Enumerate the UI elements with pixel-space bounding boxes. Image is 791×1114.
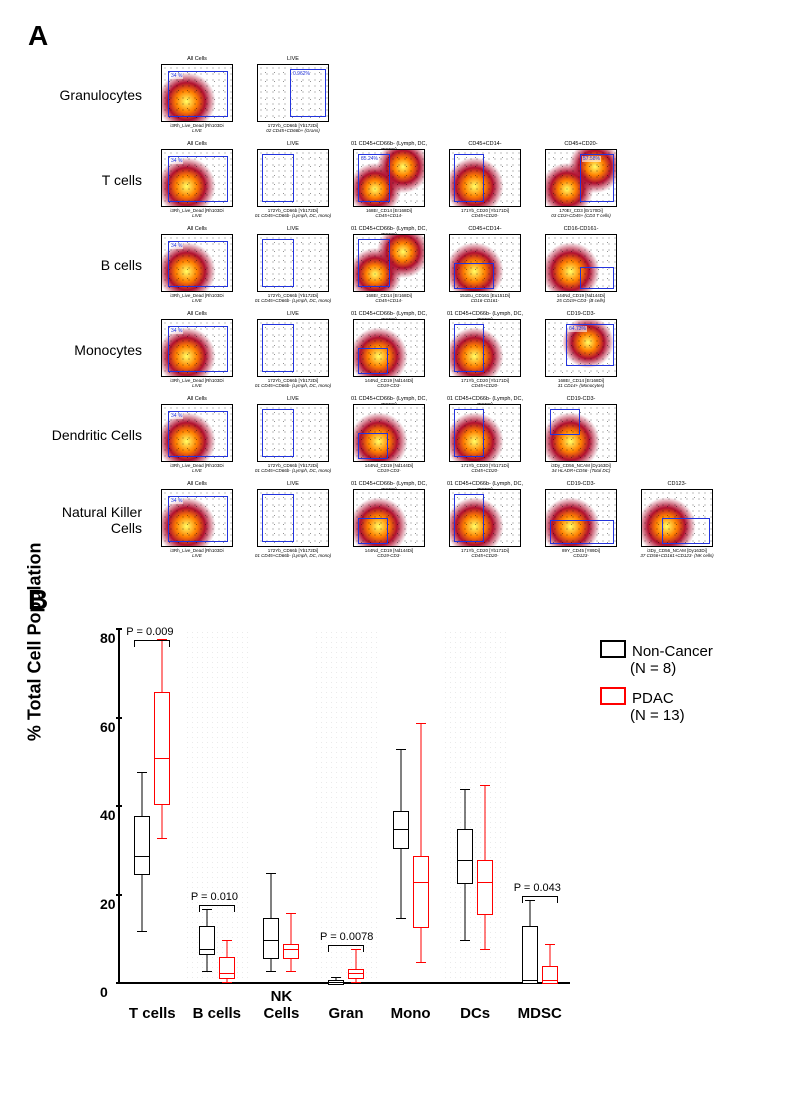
panel-a-label: A [28, 20, 771, 52]
gating-plot: CD19-CD3-173Yb_HLA-DR [Yb173Di]i3Dy_CD56… [538, 396, 624, 473]
gating-plot: 01 CD45+CD66b- (Lymph, DC, mono)89Y_CD45… [442, 481, 528, 558]
gating-plot: All Cells34 %89Y_CD45 [Y89Di]i3Rh_Live_D… [154, 481, 240, 558]
gating-plot: LIVE89Y_CD45 [Y89Di]172Yb_CD66b [Yb172Di… [250, 396, 336, 473]
row-label: T cells [30, 172, 150, 188]
gating-plot: LIVE89Y_CD45 [Y89Di]172Yb_CD66b [Yb172Di… [250, 141, 336, 218]
p-value: P = 0.0078 [320, 931, 373, 943]
x-tick-label: Mono [391, 1005, 431, 1022]
gating-plot: CD45+CD14-148Nd_CD16 [Nd148Di]151Eu_CD16… [442, 226, 528, 303]
gating-plot: 01 CD45+CD66b- (Lymph, DC, mono)170Er_CD… [346, 311, 432, 388]
y-tick: 80 [100, 630, 116, 646]
row-label: B cells [30, 257, 150, 273]
x-tick-label: DCs [460, 1005, 490, 1022]
y-tick: 20 [100, 896, 116, 912]
gating-plot: CD19-CD3-64.73%209Bi_CD11b [Bi209Di]168E… [538, 311, 624, 388]
row-label: Dendritic Cells [30, 427, 150, 443]
legend: Non-Cancer(N = 8) PDAC(N = 13) [600, 640, 713, 734]
gating-plot: CD45+CD14-89Y_CD45 [Y89Di]171Yb_CD20 [Yb… [442, 141, 528, 218]
gating-plot: 01 CD45+CD66b- (Lymph, DC, mono)89Y_CD45… [442, 311, 528, 388]
gating-plot: LIVE0.962%89Y_CD45 [Y89Di]172Yb_CD66b [Y… [250, 56, 336, 133]
row-label: Natural Killer Cells [30, 504, 150, 536]
gating-plot: All Cells34 %89Y_CD45 [Y89Di]i3Rh_Live_D… [154, 396, 240, 473]
legend-item: Non-Cancer(N = 8) [600, 640, 713, 677]
panel-b-chart: % Total Cell Population P = 0.009T cells… [60, 620, 580, 1040]
p-value: P = 0.009 [126, 626, 173, 638]
plot-area: P = 0.009T cellsP = 0.010B cellsNKCellsP… [118, 630, 570, 984]
gating-plot: CD123-151Eu_CD161 [Eu151Di]i3Dy_CD56_NCA… [634, 481, 720, 558]
gating-plot: CD45+CD20-57.58%89Y_CD45 [Y89Di]170Er_CD… [538, 141, 624, 218]
row-label: Granulocytes [30, 87, 150, 103]
y-tick: 0 [100, 984, 108, 1000]
gating-plot: All Cells34 %89Y_CD45 [Y89Di]i3Rh_Live_D… [154, 56, 240, 133]
gating-plot: All Cells34 %89Y_CD45 [Y89Di]i3Rh_Live_D… [154, 141, 240, 218]
y-axis-label: % Total Cell Population [25, 542, 46, 741]
gating-plot: 01 CD45+CD66b- (Lymph, DC, mono)85.24%89… [346, 141, 432, 218]
gating-plot: LIVE89Y_CD45 [Y89Di]172Yb_CD66b [Yb172Di… [250, 226, 336, 303]
panel-b-label: B [28, 584, 771, 616]
gating-plot: 01 CD45+CD66b- (Lymph, DC, mono)170Er_CD… [346, 396, 432, 473]
p-value: P = 0.043 [514, 882, 561, 894]
x-tick-label: MDSC [518, 1005, 562, 1022]
gating-plot: LIVE89Y_CD45 [Y89Di]172Yb_CD66b [Yb172Di… [250, 481, 336, 558]
x-tick-label: B cells [193, 1005, 241, 1022]
gating-plot: All Cells34 %89Y_CD45 [Y89Di]i3Rh_Live_D… [154, 311, 240, 388]
p-value: P = 0.010 [191, 891, 238, 903]
x-tick-label: T cells [129, 1005, 176, 1022]
x-tick-label: NKCells [263, 988, 299, 1022]
gating-plot: CD16-CD161-170Er_CD3 [Er170Di]144Nd_CD19… [538, 226, 624, 303]
legend-item: PDAC(N = 13) [600, 687, 713, 724]
y-tick: 60 [100, 719, 116, 735]
gating-plot: 01 CD45+CD66b- (Lymph, DC, mono)89Y_CD45… [346, 226, 432, 303]
gating-plot: 01 CD45+CD66b- (Lymph, DC, mono)170Er_CD… [346, 481, 432, 558]
y-tick: 40 [100, 807, 116, 823]
gating-plot: All Cells34 %89Y_CD45 [Y89Di]i3Rh_Live_D… [154, 226, 240, 303]
x-tick-label: Gran [328, 1005, 363, 1022]
gating-plot: 01 CD45+CD66b- (Lymph, DC, mono)89Y_CD45… [442, 396, 528, 473]
row-label: Monocytes [30, 342, 150, 358]
gating-plot: CD19-CD3-i3Nd_CD123_IL-3R [Nd143Di]89Y_C… [538, 481, 624, 558]
panel-a-grid: GranulocytesAll Cells34 %89Y_CD45 [Y89Di… [30, 56, 771, 558]
gating-plot: LIVE89Y_CD45 [Y89Di]172Yb_CD66b [Yb172Di… [250, 311, 336, 388]
